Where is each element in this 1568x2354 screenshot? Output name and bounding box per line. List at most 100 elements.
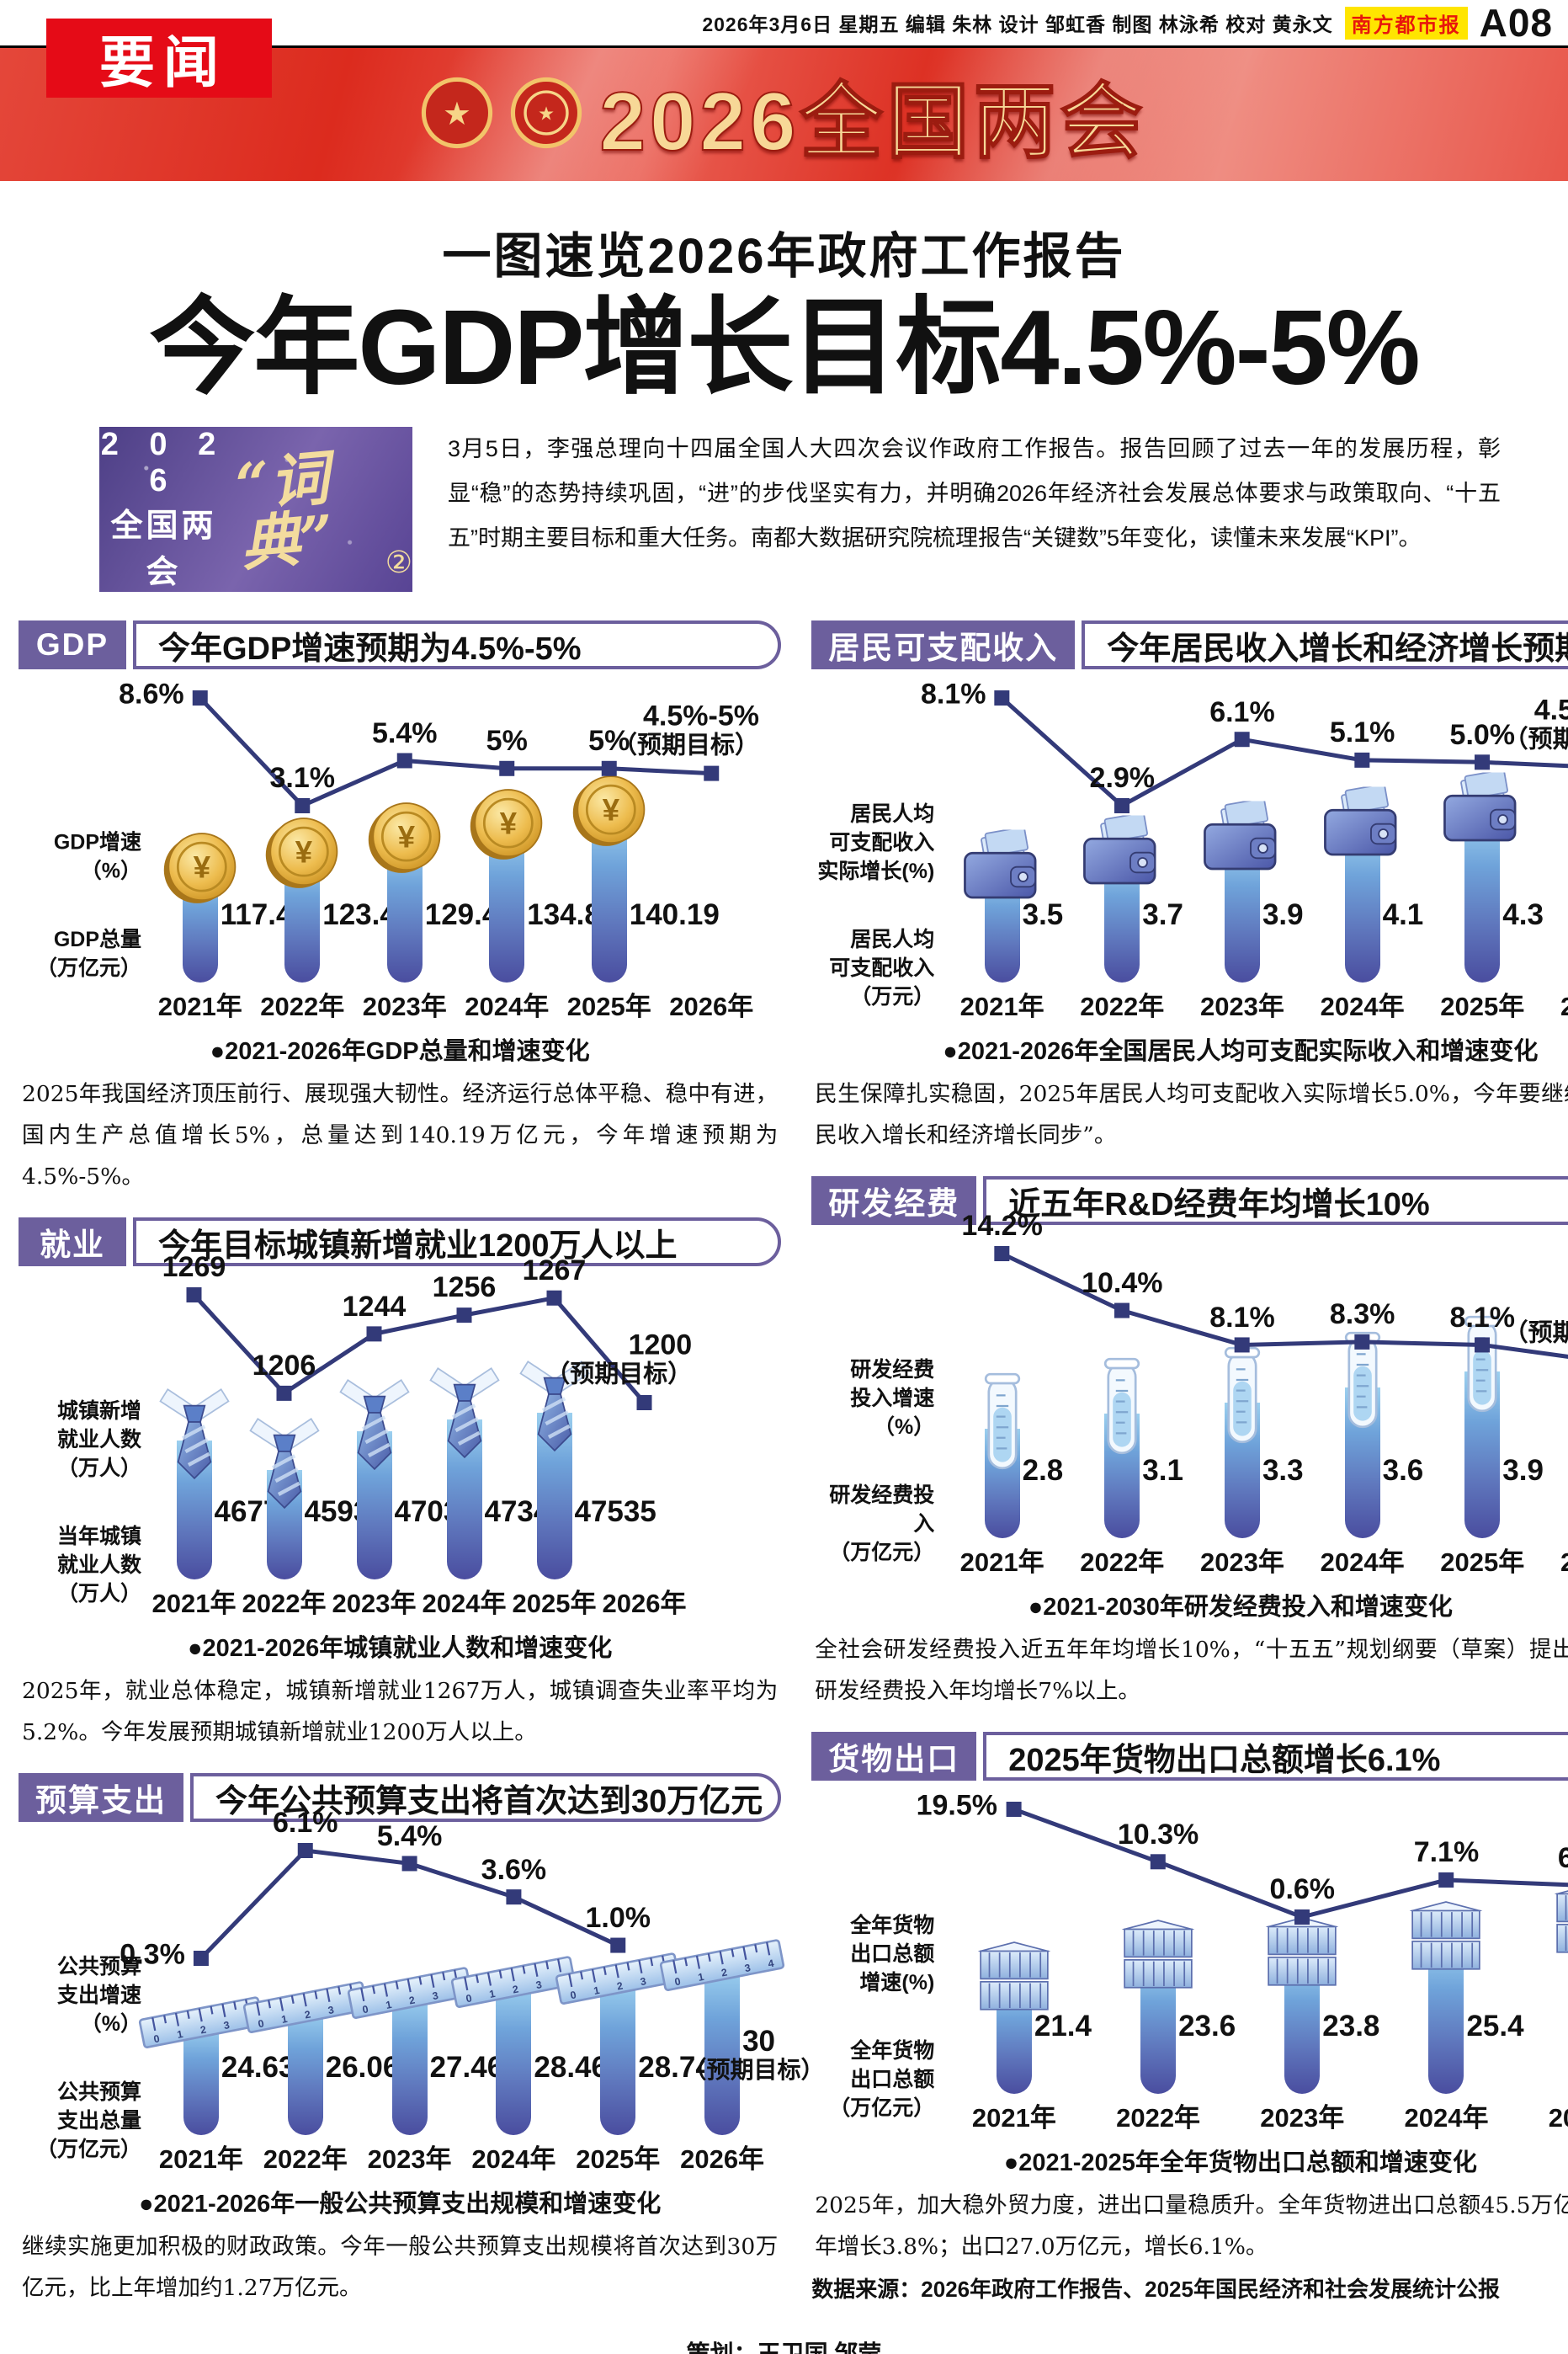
year-label: 2026年 [602, 1589, 687, 1619]
year-label: 2026年 [669, 992, 754, 1022]
page-number: A08 [1479, 1, 1553, 45]
chart-caption: ●2021-2025年全年货物出口总额和增速变化 [1003, 2149, 1477, 2177]
year-label: 2025年 [566, 992, 651, 1022]
line-point-label: 4.5%-5%（预期目标） [612, 700, 759, 759]
panel-chart: 研发经费 投入增速 （%） 研发经费投入 （万亿元） 2021年 2022年 2023年… [811, 1210, 1568, 1580]
svg-text:3: 3 [431, 1989, 439, 2002]
year-label: 2022年 [1116, 2103, 1201, 2133]
bar [704, 1968, 741, 2136]
container-icon [1258, 1915, 1346, 1995]
trend-line [1006, 1802, 1568, 1925]
bar-value-label: 27.46 [429, 2050, 504, 2084]
bar-value-label: 3.6 [1382, 1453, 1424, 1487]
axis-label-total: 研发经费投入 （万亿元） [829, 1483, 935, 1564]
right-column: 居民可支配收入 今年居民收入增长和经济增长预期同步 居民人均 可支配收入 实际增… [811, 620, 1568, 2329]
axis-label-growth: 居民人均 可支配收入 实际增长(%) [817, 802, 935, 883]
line-point-label: >7%（预期目标） [1503, 1320, 1568, 1348]
year-label: 2024年 [1320, 992, 1405, 1022]
svg-text:1: 1 [593, 1984, 601, 1997]
svg-text:¥: ¥ [397, 820, 415, 855]
panel-tag-label: GDP [35, 627, 109, 663]
svg-text:0: 0 [465, 1992, 474, 2005]
panel-tag-label: 研发经费 [828, 1186, 960, 1222]
testtube-icon [1099, 1357, 1145, 1458]
axis-label-total: 居民人均 可支配收入 （万元） [829, 928, 935, 1009]
panel-tag: 货物出口 [811, 1732, 977, 1781]
badge-event: 全国两会 [110, 509, 217, 591]
banner-title: 2026全国两会 [598, 74, 1147, 168]
bar [1464, 816, 1501, 983]
trend-line [193, 1843, 626, 1967]
bar-value-label: 123.4 [322, 897, 396, 931]
panel-title: 今年目标城镇新增就业1200万人以上 [133, 1217, 782, 1267]
panel-chart: 公共预算 支出增速 （%） 公共预算 支出总量 （万亿元） 2021年 2022年 20… [19, 1807, 825, 2177]
trend-line [994, 1246, 1568, 1360]
national-emblem-icon: ★ [421, 77, 493, 153]
tie-icon [338, 1376, 412, 1475]
wallet-icon [1321, 783, 1405, 865]
line-point-label: 1256 [432, 1271, 497, 1304]
bar-value-label: 28.46 [534, 2050, 608, 2084]
svg-text:1: 1 [697, 1971, 705, 1984]
year-label: 2025年 [512, 1589, 597, 1619]
bar-value-label: 3.1 [1142, 1453, 1183, 1487]
panel-chart: 居民人均 可支配收入 实际增长(%) 居民人均 可支配收入 （万元） 2021年 20… [811, 679, 1568, 1025]
panel-title-text: 今年公共预算支出将首次达到30万亿元 [215, 1783, 763, 1819]
chart-caption: ●2021-2026年一般公共预算支出规模和增速变化 [139, 2191, 662, 2218]
panel-employment: 就业 今年目标城镇新增就业1200万人以上 城镇新增 就业人数 （万人） 当年城镇… [19, 1217, 782, 1753]
line-point-label: 8.6% [119, 678, 184, 711]
credit-line: 策划：王卫国 邹莹 [686, 2341, 882, 2354]
svg-text:3: 3 [535, 1979, 544, 1991]
svg-text:2: 2 [512, 1983, 520, 1995]
chart-caption: ●2021-2026年全国居民人均可支配实际收入和增速变化 [943, 1038, 1539, 1066]
bar-value-label: 26.06 [325, 2050, 400, 2084]
svg-text:¥: ¥ [193, 850, 210, 885]
line-point-label: 10.4% [1082, 1266, 1163, 1299]
bar [287, 2010, 323, 2136]
bar-value-label: 28.74 [638, 2050, 712, 2084]
line-point-label: 8.1% [921, 678, 986, 711]
year-label: 2024年 [1320, 1547, 1405, 1578]
wallet-icon [1080, 812, 1164, 893]
bar-value-label: 3.9 [1502, 1453, 1544, 1487]
badge-year: 2 0 2 6 [100, 427, 227, 499]
panel-chart: 城镇新增 就业人数 （万人） 当年城镇 就业人数 （万人） 2021年 2022年 20… [19, 1251, 781, 1622]
line-point-label: 14.2% [961, 1210, 1043, 1243]
panel-tag: 研发经费 [811, 1176, 977, 1226]
year-label: 2021年 [158, 2144, 243, 2175]
year-label: 2023年 [1199, 992, 1284, 1022]
bar-value-label: 140.19 [629, 897, 720, 931]
panel-tag: 预算支出 [19, 1773, 183, 1823]
line-point-label: 5.4% [376, 1819, 443, 1852]
svg-text:★: ★ [444, 96, 472, 131]
container-icon [1114, 1917, 1202, 1998]
bar-value-label: 3.5 [1022, 897, 1064, 931]
line-point-label: 1244 [342, 1290, 407, 1323]
axis-label-total: 公共预算 支出总量 （万亿元） [35, 2080, 141, 2161]
year-label: 2022年 [1080, 1547, 1165, 1578]
bar-value-label: 3.7 [1142, 897, 1183, 931]
year-label: 2021年 [151, 1589, 237, 1619]
panel-exports: 货物出口 2025年货物出口总额增长6.1% 全年货物 出口总额 增速(%) 全年… [811, 1732, 1568, 2303]
panel-title-text: 今年GDP增速预期为4.5%-5% [158, 631, 582, 667]
panel-income: 居民可支配收入 今年居民收入增长和经济增长预期同步 居民人均 可支配收入 实际增… [811, 620, 1568, 1156]
bar-value-label: 117.4 [220, 897, 293, 931]
svg-text:2: 2 [199, 2024, 208, 2037]
line-point-label: 5.1% [1329, 716, 1395, 749]
newspaper-logo: 南方都市报 [1344, 6, 1468, 40]
year-label: 2024年 [422, 1589, 507, 1619]
panel-chart: GDP增速 （%） GDP总量 （万亿元） 2021年 2022年 2023年 2024年… [19, 679, 781, 1025]
year-label: 2026年 [1560, 1547, 1568, 1578]
axis-label-growth: 公共预算 支出增速 （%） [56, 1955, 141, 2036]
line-point-label: 7.1% [1413, 1836, 1480, 1869]
panel-tag: 就业 [19, 1217, 126, 1267]
bar-value-label: 21.4 [1034, 2009, 1092, 2042]
year-label: 2023年 [1260, 2103, 1345, 2133]
credits: 策划：王卫国 邹莹 统筹：凌慧珊 关健明 数据采集分析：南都记者 张雨亭 实习生… [0, 2337, 1568, 2354]
line-point-label: 19.5% [916, 1789, 998, 1822]
panel-title-text: 今年目标城镇新增就业1200万人以上 [158, 1228, 678, 1264]
svg-text:0: 0 [152, 2033, 161, 2046]
line-point-label: 5% [588, 725, 630, 757]
panel-body: 民生保障扎实稳固，2025年居民人均可支配收入实际增长5.0%，今年要继续实现“… [815, 1081, 1568, 1149]
cppcc-emblem-icon: ★ [510, 77, 582, 153]
